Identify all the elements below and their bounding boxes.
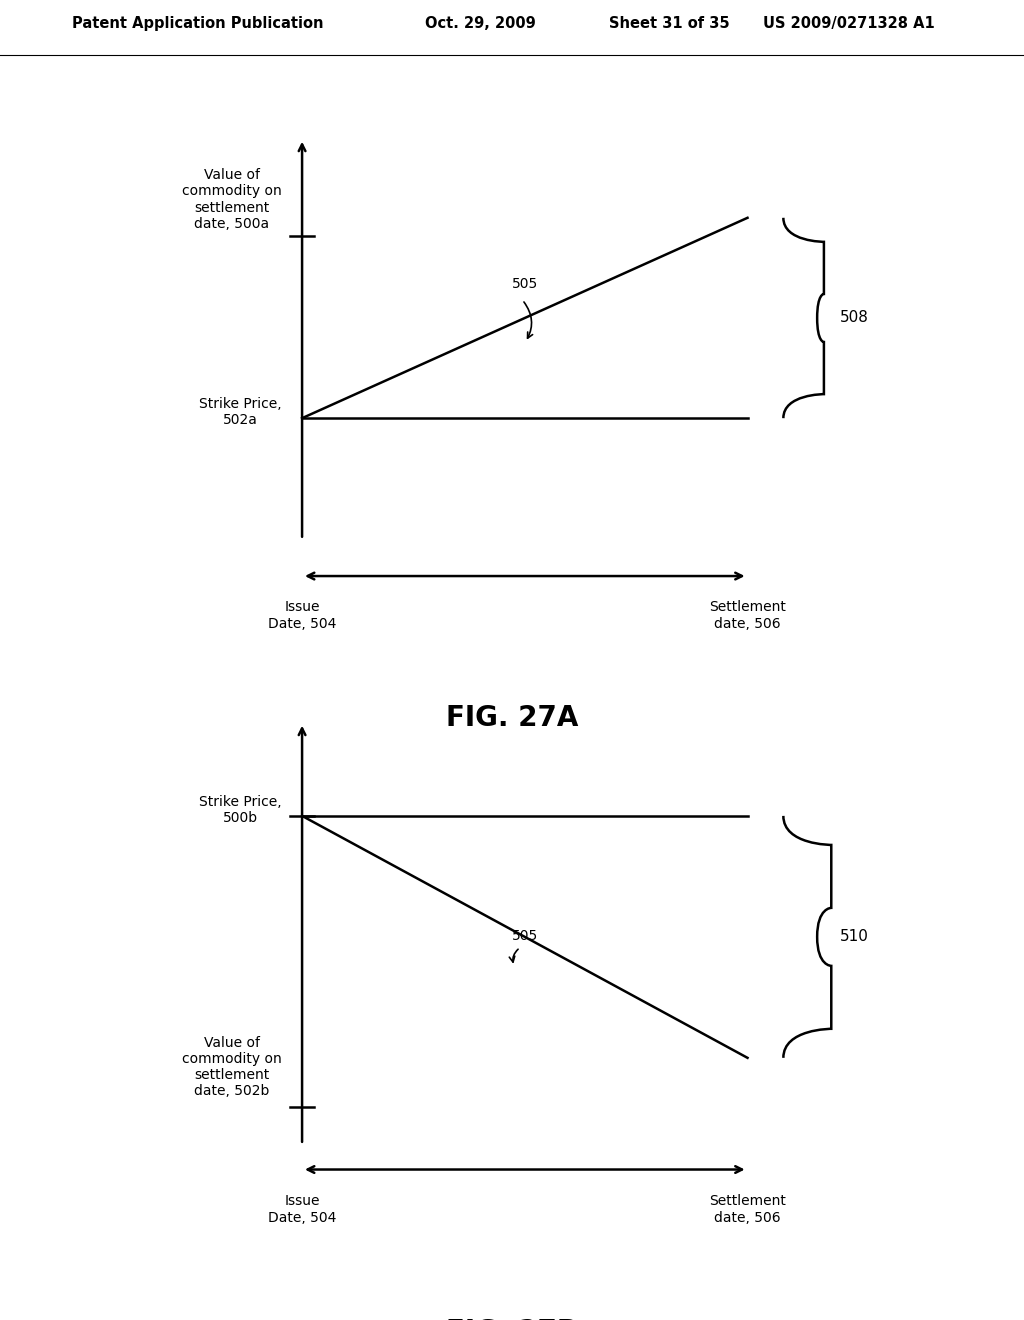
Text: Oct. 29, 2009: Oct. 29, 2009 [425,16,536,32]
Text: Patent Application Publication: Patent Application Publication [72,16,324,32]
Text: Value of
commodity on
settlement
date, 502b: Value of commodity on settlement date, 5… [182,1036,282,1098]
Text: Issue
Date, 504: Issue Date, 504 [268,601,336,631]
Text: Strike Price,
500b: Strike Price, 500b [199,795,282,825]
Text: Sheet 31 of 35: Sheet 31 of 35 [609,16,730,32]
Text: Issue
Date, 504: Issue Date, 504 [268,1195,336,1225]
Text: 505: 505 [512,277,539,290]
Text: Value of
commodity on
settlement
date, 500a: Value of commodity on settlement date, 5… [182,168,282,231]
Text: US 2009/0271328 A1: US 2009/0271328 A1 [763,16,935,32]
Text: FIG. 27A: FIG. 27A [445,704,579,731]
Text: Settlement
date, 506: Settlement date, 506 [709,1195,786,1225]
Text: Strike Price,
502a: Strike Price, 502a [199,397,282,428]
Text: 508: 508 [840,310,868,326]
Text: 505: 505 [512,929,539,942]
Text: 510: 510 [840,929,868,944]
Text: Settlement
date, 506: Settlement date, 506 [709,601,786,631]
Text: FIG. 27B: FIG. 27B [446,1319,578,1320]
